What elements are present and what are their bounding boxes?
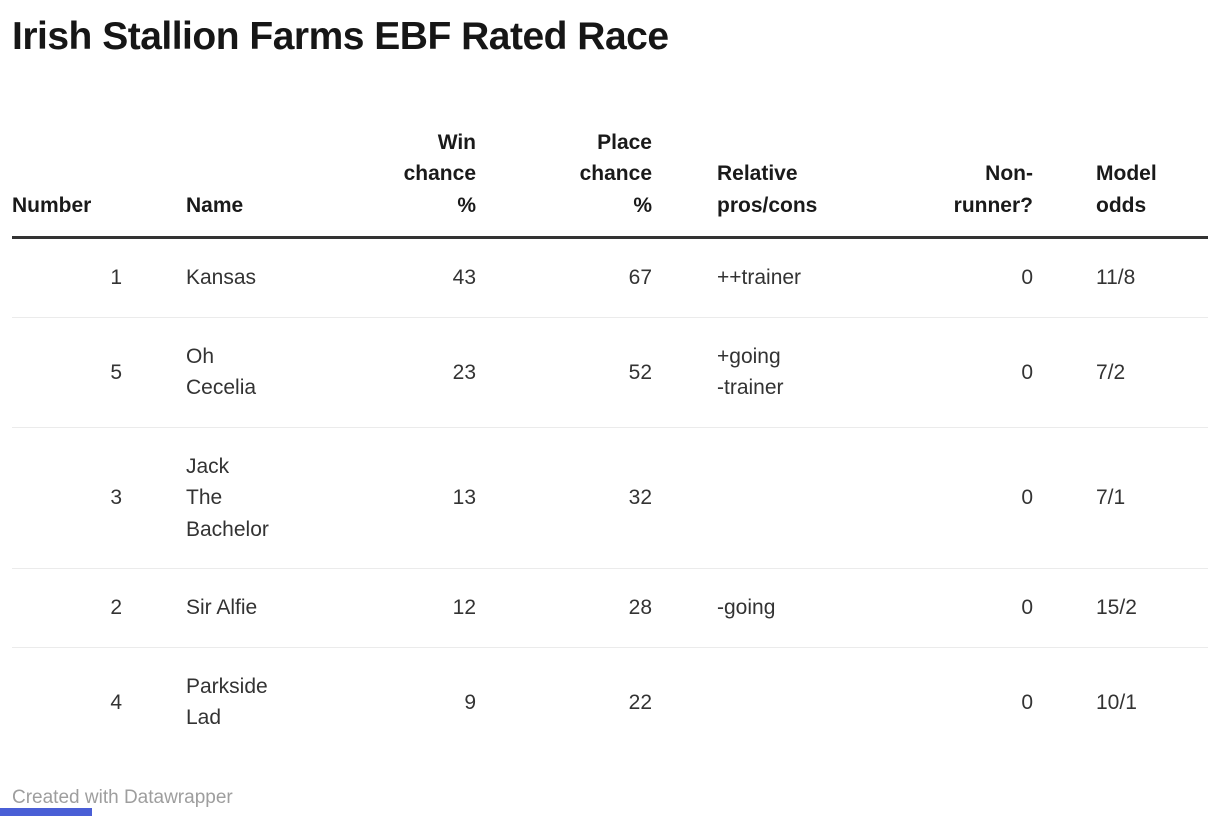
cell-model-odds: 10/1	[1096, 690, 1137, 714]
cell-non-runner: 0	[1021, 690, 1033, 714]
cell-pros-cons	[652, 647, 930, 757]
cell-model-odds: 11/8	[1096, 266, 1136, 290]
cell-name: Oh Cecelia	[186, 344, 257, 400]
cell-number: 4	[110, 690, 122, 714]
cell-win-chance: 43	[452, 266, 476, 290]
column-header-model-odds: Model odds	[1096, 162, 1157, 217]
cell-model-odds: 7/1	[1096, 486, 1126, 510]
cell-place-chance: 52	[628, 360, 652, 384]
cell-place-chance: 32	[628, 486, 652, 510]
column-header-number: Number	[12, 193, 92, 217]
cell-number: 1	[110, 266, 122, 290]
column-header-place-chance: Place chance %	[579, 130, 652, 217]
cell-non-runner: 0	[1021, 486, 1033, 510]
table-row: 5 Oh Cecelia 23 52 +going -trainer 0 7/2	[12, 317, 1208, 427]
cell-name: Kansas	[186, 266, 257, 290]
cell-model-odds: 15/2	[1096, 596, 1137, 620]
cell-non-runner: 0	[1021, 596, 1033, 620]
cell-win-chance: 12	[452, 596, 476, 620]
cell-model-odds: 7/2	[1096, 360, 1126, 384]
column-header-name: Name	[186, 193, 244, 217]
cell-pros-cons: -going	[717, 596, 776, 620]
table-header: Number Name Win chance % Place chance % …	[12, 113, 1208, 238]
cell-pros-cons: ++trainer	[717, 266, 802, 290]
cell-name: Parkside Lad	[186, 674, 268, 730]
cell-number: 2	[110, 596, 122, 620]
table-row: 1 Kansas 43 67 ++trainer 0 11/8	[12, 238, 1208, 318]
page-title: Irish Stallion Farms EBF Rated Race	[12, 15, 669, 58]
cell-win-chance: 9	[464, 690, 476, 714]
cell-number: 3	[110, 486, 122, 510]
table-row: 2 Sir Alfie 12 28 -going 0 15/2	[12, 568, 1208, 648]
header-row: Number Name Win chance % Place chance % …	[12, 113, 1208, 238]
table-row: 4 Parkside Lad 9 22 0 10/1	[12, 647, 1208, 757]
cell-win-chance: 13	[452, 486, 476, 510]
column-header-non-runner: Non- runner?	[953, 162, 1033, 217]
cell-name: Sir Alfie	[186, 596, 258, 620]
bottom-accent-bar	[0, 808, 92, 816]
column-header-pros-cons: Relative pros/cons	[717, 162, 818, 217]
cell-win-chance: 23	[452, 360, 476, 384]
cell-place-chance: 67	[628, 266, 652, 290]
cell-pros-cons: +going -trainer	[717, 344, 784, 400]
race-table: Number Name Win chance % Place chance % …	[12, 113, 1208, 757]
cell-name: Jack The Bachelor	[186, 454, 269, 541]
column-header-win-chance: Win chance %	[403, 130, 476, 217]
cell-non-runner: 0	[1021, 266, 1033, 290]
table-row: 3 Jack The Bachelor 13 32 0 7/1	[12, 427, 1208, 569]
cell-non-runner: 0	[1021, 360, 1033, 384]
datawrapper-credit-link[interactable]: Created with Datawrapper	[12, 786, 233, 808]
cell-pros-cons	[652, 427, 930, 569]
cell-place-chance: 28	[628, 596, 652, 620]
table-body: 1 Kansas 43 67 ++trainer 0 11/8 5 Oh Cec…	[12, 238, 1208, 757]
cell-place-chance: 22	[628, 690, 652, 714]
cell-number: 5	[110, 360, 122, 384]
